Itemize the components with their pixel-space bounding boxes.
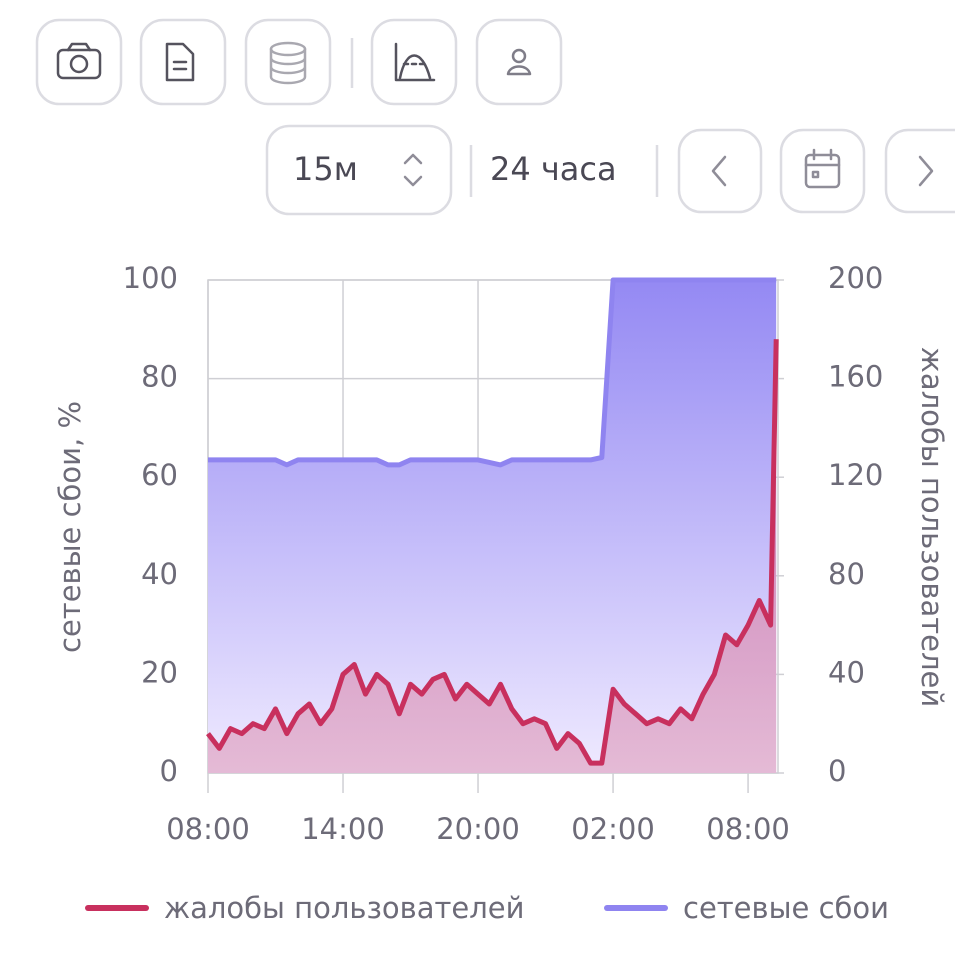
x-tick-label: 20:00 bbox=[436, 812, 520, 846]
database-button[interactable] bbox=[244, 18, 332, 106]
toolbar: 15м 24 часа bbox=[35, 18, 955, 216]
series-line bbox=[208, 277, 777, 468]
y2-tick-label: 200 bbox=[828, 261, 883, 295]
legend-label: жалобы пользователей bbox=[164, 891, 525, 925]
calendar-icon bbox=[804, 148, 841, 189]
y-tick-label: 80 bbox=[141, 360, 178, 394]
legend-label: сетевые сбои bbox=[683, 891, 889, 925]
y2-tick-label: 160 bbox=[828, 360, 883, 394]
y2-axis-label: жалобы пользователей bbox=[915, 347, 949, 708]
y-tick-label: 60 bbox=[141, 458, 178, 492]
range-value: 24 часа bbox=[490, 150, 617, 188]
y2-tick-label: 0 bbox=[828, 754, 846, 788]
y-axis-label: сетевые сбои, % bbox=[53, 401, 87, 653]
chart-icon bbox=[394, 42, 436, 82]
y2-tick-label: 80 bbox=[828, 557, 865, 591]
x-tick-label: 02:00 bbox=[571, 812, 655, 846]
y-tick-label: 100 bbox=[123, 261, 178, 295]
chart: 0 20 40 60 80 100 0 40 80 120 160 200 08:00 14:00 20:0… bbox=[53, 261, 949, 925]
next-icon bbox=[918, 155, 934, 187]
chart-button[interactable] bbox=[370, 18, 458, 106]
interval-select[interactable] bbox=[265, 124, 453, 216]
document-icon bbox=[165, 42, 195, 82]
series-line bbox=[206, 339, 779, 766]
y-tick-label: 40 bbox=[141, 557, 178, 591]
database-icon bbox=[269, 41, 307, 85]
next-button[interactable] bbox=[884, 128, 955, 214]
x-tick-label: 14:00 bbox=[301, 812, 385, 846]
interval-value: 15м bbox=[293, 150, 358, 188]
series-area bbox=[208, 280, 777, 773]
camera-button[interactable] bbox=[35, 18, 123, 106]
prev-icon bbox=[711, 155, 727, 187]
y2-tick-label: 120 bbox=[828, 458, 883, 492]
y-tick-label: 20 bbox=[141, 655, 178, 689]
camera-icon bbox=[56, 42, 102, 80]
y-tick-label: 0 bbox=[160, 754, 178, 788]
y2-tick-label: 40 bbox=[828, 655, 865, 689]
calendar-button[interactable] bbox=[779, 128, 866, 214]
x-tick-label: 08:00 bbox=[706, 812, 790, 846]
user-icon bbox=[506, 48, 532, 76]
x-tick-label: 08:00 bbox=[166, 812, 250, 846]
select-arrows bbox=[403, 153, 423, 187]
prev-button[interactable] bbox=[677, 128, 763, 214]
